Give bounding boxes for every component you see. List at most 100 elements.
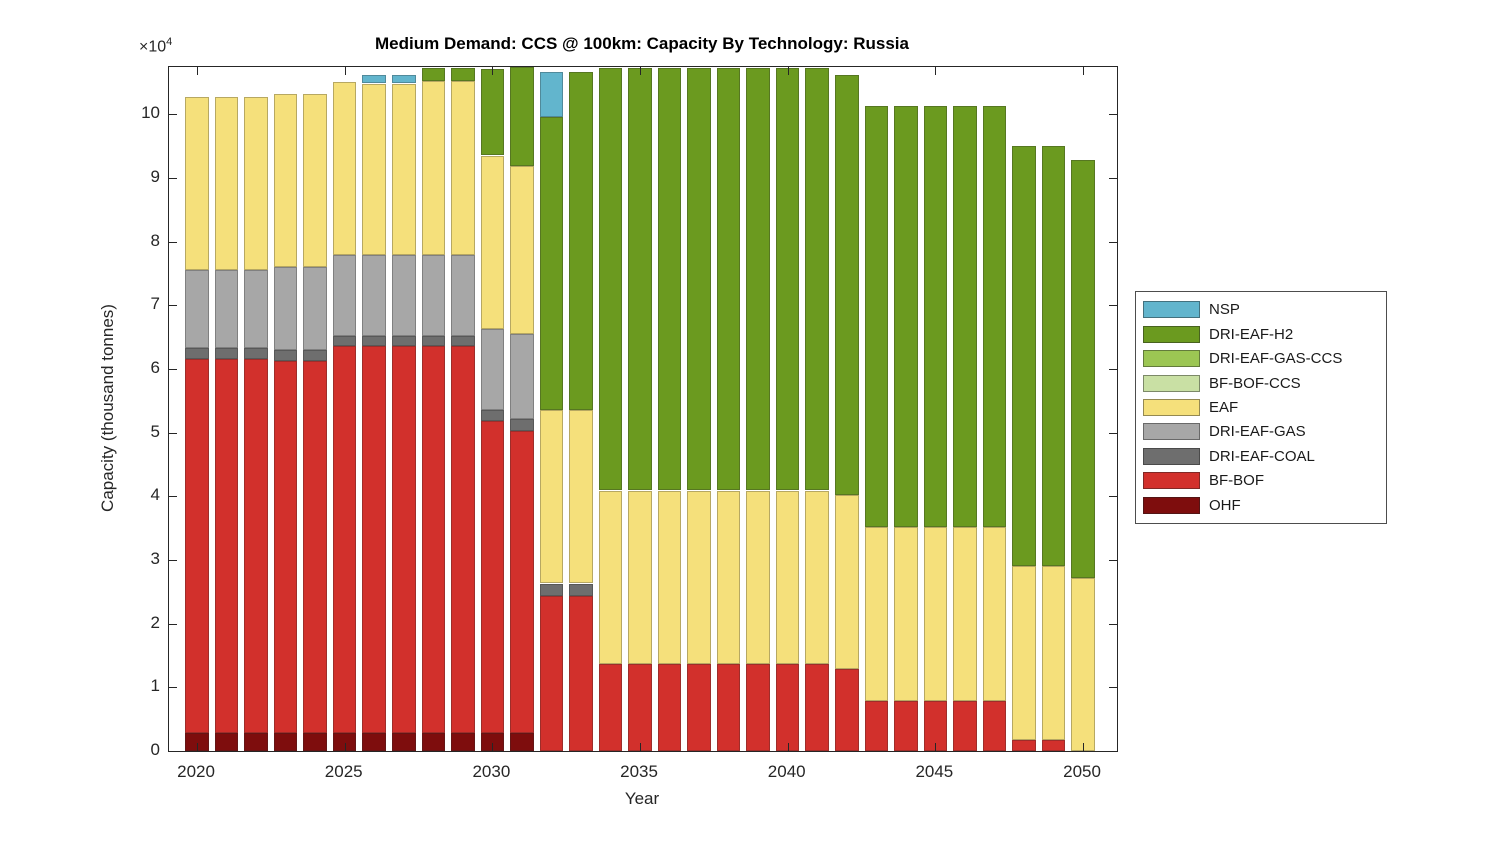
y-tick-label: 9 <box>150 166 160 186</box>
bar-segment <box>273 93 298 267</box>
bar-segment <box>569 583 593 597</box>
bar-segment <box>598 68 623 491</box>
y-tick-label: 3 <box>150 548 160 568</box>
bar-segment <box>421 68 446 81</box>
y-tick-mark <box>1109 241 1117 243</box>
bar-segment <box>392 254 416 336</box>
x-tick-mark <box>197 67 199 75</box>
bar-segment <box>923 526 948 702</box>
bar-segment <box>894 105 918 527</box>
bar-segment <box>657 663 682 751</box>
bar-segment <box>805 68 829 491</box>
y-tick-mark <box>1109 496 1117 498</box>
bar-segment <box>687 490 711 664</box>
y-tick-mark <box>1109 432 1117 434</box>
x-tick-mark <box>787 67 789 75</box>
bar-segment <box>362 335 386 346</box>
y-tick-label: 4 <box>150 485 160 505</box>
bar-segment <box>362 83 386 255</box>
x-tick-mark <box>344 67 346 75</box>
bar-segment <box>894 526 918 702</box>
bar-segment <box>480 409 505 422</box>
bar-segment <box>628 490 652 664</box>
bar-segment <box>569 596 593 751</box>
bar-segment <box>894 701 918 751</box>
bar-segment <box>244 96 268 271</box>
x-tick-mark <box>640 743 642 751</box>
y-tick-mark <box>169 177 177 179</box>
bar-segment <box>835 668 859 751</box>
bar-segment <box>953 105 977 527</box>
y-tick-mark <box>169 368 177 370</box>
legend-swatch <box>1143 447 1200 465</box>
legend-label: DRI-EAF-GAS <box>1209 423 1306 441</box>
x-tick-label: 2030 <box>472 762 511 781</box>
bar-segment <box>1041 146 1066 566</box>
legend-label: DRI-EAF-GAS-CCS <box>1209 350 1343 368</box>
bar-segment <box>244 358 268 734</box>
bar-segment <box>953 526 977 702</box>
bar-segment <box>480 68 505 156</box>
bar-segment <box>510 333 534 420</box>
legend-label: BF-BOF-CCS <box>1209 374 1301 392</box>
bar-segment <box>716 68 741 491</box>
bar-segment <box>332 345 357 734</box>
x-tick-label: 2050 <box>1063 762 1101 781</box>
bar-segment <box>746 68 770 491</box>
x-tick-label: 2040 <box>767 762 806 781</box>
bar-segment <box>303 93 327 267</box>
legend-swatch <box>1143 374 1200 392</box>
y-tick-label: 5 <box>150 421 160 441</box>
bar-segment <box>421 81 446 255</box>
bar-segment <box>273 361 298 734</box>
legend-swatch <box>1143 423 1200 441</box>
bar-segment <box>480 421 505 734</box>
bar-segment <box>953 701 977 751</box>
x-tick-mark <box>1083 67 1085 75</box>
bar-segment <box>362 345 386 734</box>
bar-segment <box>805 663 829 751</box>
bar-segment <box>1012 565 1036 741</box>
legend-label: OHF <box>1209 496 1241 514</box>
y-tick-mark <box>1109 623 1117 625</box>
x-tick-mark <box>492 743 494 751</box>
y-tick-mark <box>169 305 177 307</box>
legend-item: NSP <box>1136 301 1386 319</box>
bar-segment <box>657 490 682 664</box>
x-tick-mark <box>1083 743 1085 751</box>
bar-segment <box>687 68 711 491</box>
y-axis-label: Capacity (thousand tonnes) <box>98 304 117 512</box>
legend-item: DRI-EAF-COAL <box>1136 447 1386 465</box>
x-tick-mark <box>787 743 789 751</box>
x-tick-mark <box>492 67 494 75</box>
legend-label: NSP <box>1209 301 1240 319</box>
bar-segment <box>451 335 475 346</box>
legend-item: DRI-EAF-H2 <box>1136 325 1386 343</box>
x-tick-mark <box>344 743 346 751</box>
bar-segment <box>539 72 564 118</box>
bar-segment <box>1012 146 1036 566</box>
bar-segment <box>273 267 298 351</box>
bar-segment <box>539 409 564 584</box>
legend-swatch <box>1143 472 1200 490</box>
bar-segment <box>451 345 475 734</box>
bar-segment <box>185 270 209 348</box>
bar-segment <box>332 81 357 255</box>
bar-segment <box>185 358 209 734</box>
y-tick-mark <box>1109 559 1117 561</box>
legend-swatch <box>1143 398 1200 416</box>
bar-segment <box>392 335 416 346</box>
bar-segment <box>185 96 209 271</box>
bar-segment <box>214 270 239 348</box>
bar-segment <box>628 68 652 491</box>
chart-title: Medium Demand: CCS @ 100km: Capacity By … <box>375 34 909 53</box>
bar-segment <box>214 96 239 271</box>
bar-segment <box>598 663 623 751</box>
y-tick-mark <box>1109 368 1117 370</box>
bar-segment <box>362 74 386 84</box>
bar-segment <box>539 117 564 410</box>
legend-swatch <box>1143 496 1200 514</box>
bar-segment <box>185 347 209 359</box>
legend-item: DRI-EAF-GAS-CCS <box>1136 350 1386 368</box>
x-tick-label: 2020 <box>177 762 215 781</box>
